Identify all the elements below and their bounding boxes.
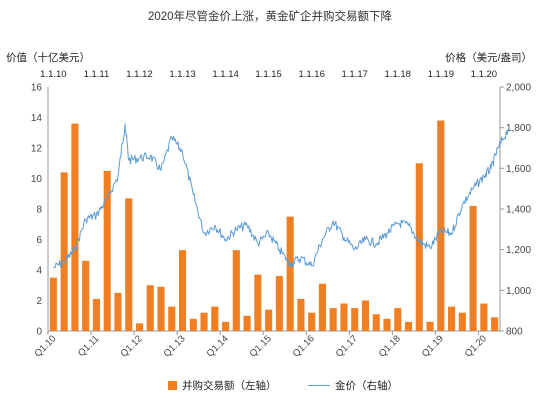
top-axis-label: 1.1.10 <box>40 69 66 80</box>
bar <box>448 306 456 331</box>
bottom-axis-label: Q1.16 <box>291 333 317 359</box>
left-tick-label: 12 <box>31 144 43 155</box>
right-axis-label: 价格（美元/盎司） <box>445 52 532 64</box>
bar <box>351 308 359 331</box>
right-tick-label: 1,200 <box>506 245 531 256</box>
legend-label-line: 金价（右轴） <box>335 380 398 392</box>
right-tick-label: 1,000 <box>506 286 531 297</box>
bottom-axis-label: Q1.14 <box>205 333 231 359</box>
bar <box>404 321 413 331</box>
bar <box>361 300 370 331</box>
legend-item-bars: 并购交易额（左轴） <box>168 378 277 393</box>
bottom-axis-label: Q1.20 <box>463 333 489 359</box>
right-tick-label: 1,400 <box>506 205 531 216</box>
bar <box>415 163 423 331</box>
bar <box>480 303 488 331</box>
bar <box>275 276 283 331</box>
bottom-axis-label: Q1.13 <box>162 333 188 359</box>
chart-title: 2020年尽管金价上涨，黄金矿企并购交易额下降 <box>147 11 393 23</box>
bar <box>200 312 208 331</box>
legend-label-bars: 并购交易额（左轴） <box>182 380 277 392</box>
right-tick-label: 1,600 <box>506 164 531 175</box>
bottom-axis-label: Q1.12 <box>119 333 145 359</box>
left-axis-label: 价值（十亿美元） <box>6 52 90 64</box>
bar <box>49 277 57 331</box>
bar <box>437 120 445 331</box>
right-tick-label: 1,800 <box>506 123 531 134</box>
top-axis-label: 1.1.20 <box>471 69 497 80</box>
bar <box>114 292 122 331</box>
legend-item-line: 金价（右轴） <box>308 378 398 393</box>
bar <box>383 318 391 331</box>
left-tick-label: 16 <box>31 83 43 94</box>
bar <box>318 283 326 331</box>
left-tick-label: 2 <box>36 296 42 307</box>
bar <box>189 318 197 331</box>
left-tick-label: 14 <box>31 113 43 124</box>
top-axis-label: 1.1.12 <box>126 69 152 80</box>
bar <box>232 250 240 331</box>
bar <box>254 274 262 331</box>
bar <box>125 198 133 331</box>
bar <box>458 312 466 331</box>
bar <box>82 260 90 331</box>
top-axis-label: 1.1.14 <box>212 69 238 80</box>
bar <box>71 123 79 331</box>
bar <box>426 321 434 331</box>
top-axis-label: 1.1.18 <box>385 69 411 80</box>
bar <box>157 286 165 331</box>
bar <box>329 308 337 331</box>
bar <box>222 321 230 331</box>
gold-price-line <box>53 123 510 269</box>
bar <box>372 314 380 331</box>
right-tick-label: 800 <box>506 327 523 338</box>
left-tick-label: 10 <box>31 174 43 185</box>
top-axis-label: 1.1.15 <box>255 69 281 80</box>
bottom-axis-label: Q1.11 <box>76 333 102 359</box>
line-swatch-icon <box>308 385 330 386</box>
bottom-axis-label: Q1.18 <box>377 333 403 359</box>
top-axis-label: 1.1.17 <box>342 69 368 80</box>
top-axis-label: 1.1.13 <box>169 69 195 80</box>
bar <box>103 170 111 331</box>
bar <box>168 306 176 331</box>
bar <box>297 298 305 331</box>
bottom-axis-label: Q1.19 <box>420 333 446 359</box>
bar <box>92 298 100 331</box>
bar <box>135 323 144 331</box>
bar <box>265 309 273 331</box>
top-axis-label: 1.1.11 <box>84 69 110 80</box>
bar <box>469 205 477 331</box>
bar <box>146 285 154 331</box>
bar <box>394 308 402 331</box>
bar <box>491 317 499 331</box>
bar-swatch-icon <box>168 381 177 390</box>
bar <box>243 315 251 331</box>
bar <box>211 306 219 331</box>
bar <box>340 303 348 331</box>
right-tick-label: 2,000 <box>506 83 531 94</box>
bar <box>178 250 187 331</box>
left-tick-label: 8 <box>36 205 42 216</box>
left-tick-label: 0 <box>36 327 42 338</box>
bar <box>60 172 68 331</box>
bar <box>308 312 316 331</box>
bottom-axis-label: Q1.15 <box>248 333 274 359</box>
top-axis-label: 1.1.16 <box>298 69 324 80</box>
top-axis-label: 1.1.19 <box>428 69 454 80</box>
left-tick-label: 6 <box>36 235 42 246</box>
bottom-axis-label: Q1.17 <box>334 333 360 359</box>
bar <box>286 216 294 331</box>
left-tick-label: 4 <box>36 266 42 277</box>
